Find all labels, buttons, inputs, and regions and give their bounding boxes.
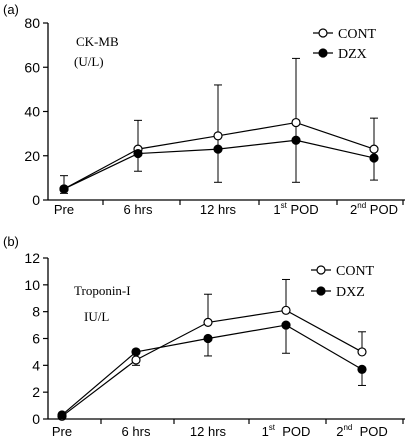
y-tick-label: 0: [32, 192, 40, 208]
x-tick-label-tail: POD: [275, 424, 310, 439]
x-tick-label: Pre: [54, 202, 74, 217]
panel-label: (b): [3, 234, 19, 249]
x-tick-label-sup: nd: [343, 423, 352, 432]
legend-label: DZX: [338, 47, 367, 62]
open-circle-marker: [203, 317, 213, 327]
open-circle-marker: [357, 347, 367, 357]
y-tick-label: 6: [32, 331, 40, 347]
series-cont: [59, 57, 379, 194]
filled-circle-marker: [213, 144, 223, 154]
series-cont: [57, 278, 367, 421]
x-tick-label-main: 2: [350, 202, 357, 217]
series-dxz: [57, 320, 367, 420]
legend-filled-circle-marker: [316, 286, 326, 296]
y-tick-label: 20: [24, 148, 40, 164]
x-tick-label-main: 12 hrs: [190, 424, 227, 439]
x-tick-label-sup: st: [281, 201, 288, 210]
filled-circle-marker: [291, 135, 301, 145]
open-circle-marker: [131, 355, 141, 365]
filled-circle-marker: [357, 364, 367, 374]
legend-entry: CONT: [313, 27, 377, 42]
x-tick-label-sup: st: [269, 423, 276, 432]
x-tick-label: Pre: [52, 424, 72, 439]
x-tick-label-main: 6 hrs: [124, 202, 153, 217]
x-tick-label: 6 hrs: [122, 424, 151, 439]
x-tick-label-main: Pre: [52, 424, 72, 439]
x-tick-label-tail: POD: [352, 424, 387, 439]
legend-entry: DZX: [313, 47, 367, 62]
y-tick-label: 40: [24, 104, 40, 120]
x-tick-label: 2nd POD: [350, 201, 398, 217]
axis-annotation: IU/L: [84, 309, 109, 324]
open-circle-marker: [291, 117, 301, 128]
filled-circle-marker: [133, 148, 143, 159]
legend-label: DXZ: [336, 285, 365, 300]
y-tick-label: 8: [32, 304, 40, 320]
legend-entry: DXZ: [311, 285, 365, 300]
x-tick-label-sup: nd: [357, 201, 366, 210]
x-tick-label-main: 6 hrs: [122, 424, 151, 439]
x-tick-label: 1st POD: [262, 423, 311, 439]
y-tick-label: 80: [24, 15, 40, 31]
open-circle-marker: [369, 144, 379, 154]
series-dzx: [59, 135, 379, 194]
y-tick-label: 0: [32, 411, 40, 427]
legend-label: CONT: [336, 264, 375, 279]
axis-annotation: Troponin-I: [74, 283, 131, 298]
x-tick-label-main: Pre: [54, 202, 74, 217]
x-tick-label-tail: POD: [366, 202, 398, 217]
filled-circle-marker: [131, 347, 141, 357]
panel-label: (a): [3, 2, 19, 17]
x-tick-label: 2nd POD: [336, 423, 388, 439]
x-tick-label: 12 hrs: [190, 424, 227, 439]
legend-label: CONT: [338, 27, 377, 42]
x-tick-label: 1st POD: [273, 201, 318, 217]
legend-filled-circle-marker: [318, 48, 328, 58]
x-tick-label-main: 12 hrs: [200, 202, 237, 217]
legend-open-circle-marker: [318, 28, 328, 38]
filled-circle-marker: [281, 320, 291, 330]
x-tick-label-main: 1: [262, 424, 269, 439]
legend-entry: CONT: [311, 264, 375, 279]
x-tick-label-main: 2: [336, 424, 343, 439]
axis-annotation: CK-MB: [76, 34, 119, 49]
x-tick-label: 12 hrs: [200, 202, 237, 217]
filled-circle-marker: [369, 153, 379, 163]
y-tick-label: 60: [24, 59, 40, 75]
axis-annotation: (U/L): [74, 54, 104, 69]
filled-circle-marker: [59, 184, 69, 194]
filled-circle-marker: [57, 410, 67, 420]
x-tick-label-main: 1: [273, 202, 280, 217]
open-circle-marker: [281, 305, 291, 315]
y-tick-label: 10: [24, 277, 40, 293]
y-tick-label: 2: [32, 384, 40, 400]
open-circle-marker: [213, 131, 223, 141]
series-line: [61, 309, 363, 417]
legend-open-circle-marker: [316, 265, 326, 275]
x-tick-label-tail: POD: [287, 202, 319, 217]
x-tick-label: 6 hrs: [124, 202, 153, 217]
y-tick-label: 12: [24, 250, 40, 266]
y-tick-label: 4: [32, 357, 40, 373]
filled-circle-marker: [203, 333, 213, 344]
